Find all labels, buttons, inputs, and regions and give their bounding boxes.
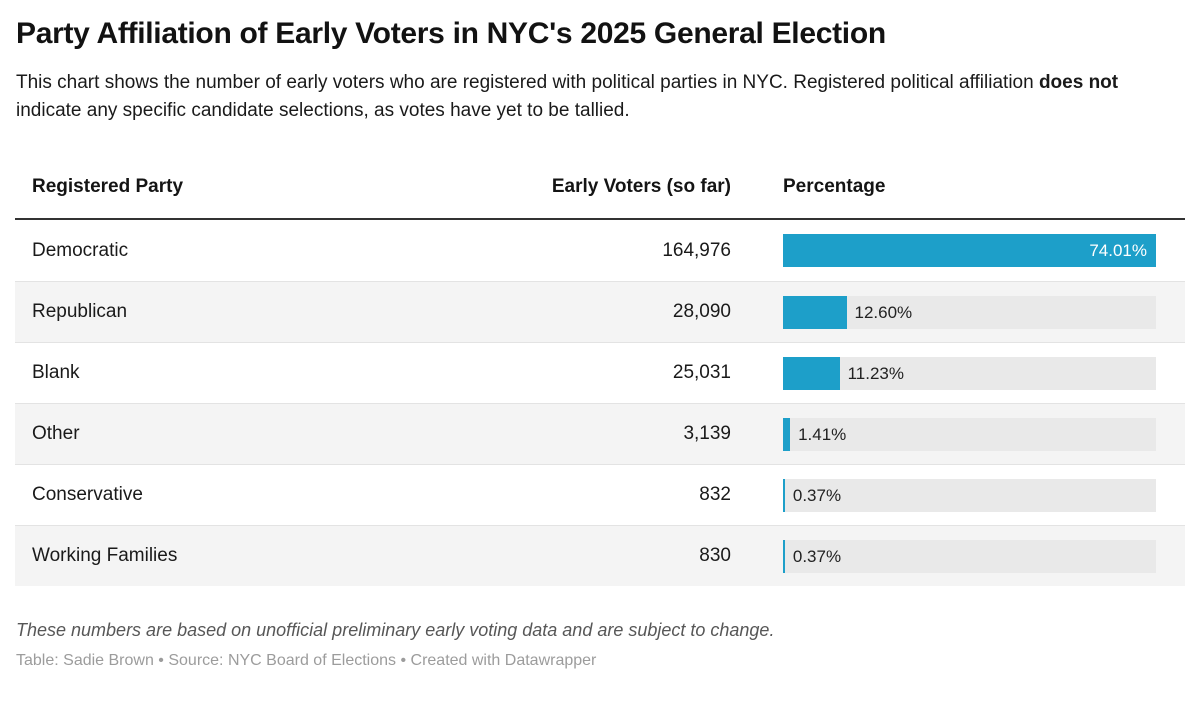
description-text: indicate any specific candidate selectio… (16, 100, 630, 121)
voters-cell: 28,090 (672, 301, 731, 322)
percentage-label: 74.01% (1089, 241, 1147, 260)
percentage-cell: 0.37% (731, 539, 1185, 573)
chart-description: This chart shows the number of early vot… (16, 69, 1184, 125)
bar-track: 0.37% (783, 478, 1156, 512)
party-cell: Working Families (32, 545, 178, 566)
percentage-cell: 74.01% (731, 234, 1185, 267)
bar-track: 74.01% (783, 234, 1156, 267)
bar-track: 12.60% (783, 295, 1156, 329)
table-row-blank: Blank 25,031 11.23% (15, 342, 1185, 403)
party-cell: Republican (32, 301, 128, 322)
party-cell: Conservative (32, 484, 143, 505)
table-row-conservative: Conservative 832 0.37% (15, 464, 1185, 525)
voters-cell: 830 (699, 545, 731, 566)
party-table: Registered Party Early Voters (so far) P… (15, 175, 1185, 586)
table-row-democratic: Democratic 164,976 74.01% (15, 220, 1185, 281)
table-row-working-families: Working Families 830 0.37% (15, 525, 1185, 586)
percentage-cell: 0.37% (731, 478, 1185, 512)
percentage-bar (783, 234, 1156, 267)
chart-note: These numbers are based on unofficial pr… (16, 620, 775, 640)
voters-cell: 164,976 (662, 239, 731, 261)
percentage-label: 11.23% (847, 363, 904, 383)
percentage-label: 0.37% (792, 485, 842, 505)
percentage-cell: 1.41% (731, 417, 1185, 451)
party-cell: Democratic (32, 239, 129, 261)
percentage-bar (783, 417, 791, 451)
voters-cell: 832 (699, 484, 731, 505)
percentage-bar (783, 295, 847, 329)
chart-page: Party Affiliation of Early Voters in NYC… (0, 16, 1200, 712)
percentage-bar (783, 356, 840, 390)
percentage-cell: 11.23% (731, 356, 1185, 390)
percentage-cell: 12.60% (731, 295, 1185, 329)
percentage-label: 0.37% (792, 546, 842, 566)
chart-attribution: Table: Sadie Brown • Source: NYC Board o… (16, 652, 597, 669)
percentage-bar (783, 539, 785, 573)
percentage-bar (783, 478, 785, 512)
voters-cell: 25,031 (672, 362, 731, 383)
percentage-label: 1.41% (798, 424, 847, 444)
table-row-republican: Republican 28,090 12.60% (15, 281, 1185, 342)
bar-track: 1.41% (783, 417, 1156, 451)
percentage-label: 12.60% (854, 302, 913, 322)
table-header-row: Registered Party Early Voters (so far) P… (15, 175, 1185, 220)
party-cell: Blank (32, 362, 80, 383)
page-title: Party Affiliation of Early Voters in NYC… (16, 17, 886, 50)
description-bold-text: does not (1038, 72, 1119, 93)
voters-cell: 3,139 (683, 423, 731, 444)
party-cell: Other (32, 423, 80, 444)
column-header-percentage: Percentage (783, 176, 886, 197)
bar-track: 0.37% (783, 539, 1156, 573)
table-row-other: Other 3,139 1.41% (15, 403, 1185, 464)
bar-track: 11.23% (783, 356, 1156, 390)
column-header-early-voters: Early Voters (so far) (551, 176, 731, 197)
column-header-registered-party: Registered Party (32, 176, 184, 197)
description-text: This chart shows the number of early vot… (16, 72, 1039, 93)
